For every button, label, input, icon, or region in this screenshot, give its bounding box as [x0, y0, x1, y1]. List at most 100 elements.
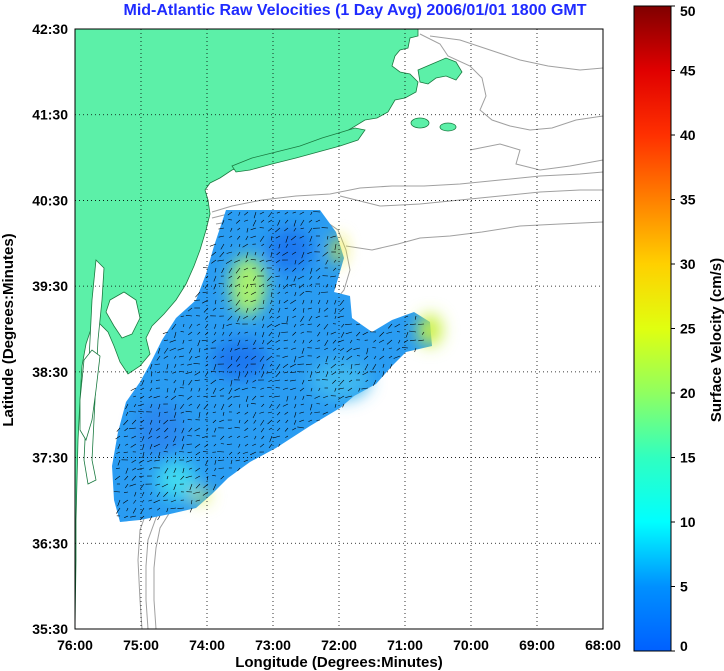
velocity-arrow: [267, 347, 273, 349]
velocity-arrow: [166, 507, 169, 513]
velocity-arrow: [393, 355, 401, 359]
velocity-arrow: [286, 275, 289, 280]
velocity-arrow: [284, 227, 289, 232]
velocity-arrow: [254, 331, 257, 336]
velocity-arrow: [214, 323, 217, 329]
chesapeake-bay-east: [79, 349, 101, 441]
velocity-arrow: [150, 491, 153, 495]
velocity-arrow: [313, 211, 321, 213]
velocity-arrow: [309, 283, 313, 287]
velocity-arrow: [155, 483, 161, 486]
velocity-arrow: [212, 387, 217, 394]
velocity-arrow: [266, 355, 273, 361]
velocity-arrow: [405, 315, 409, 318]
velocity-arrow: [142, 443, 145, 450]
velocity-arrow: [214, 299, 217, 305]
velocity-arrow: [378, 339, 385, 343]
velocity-arrow: [405, 331, 409, 338]
velocity-arrow: [230, 347, 233, 353]
velocity-arrow: [174, 427, 177, 433]
velocity-arrow: [310, 211, 313, 216]
velocity-arrow: [158, 403, 161, 410]
velocity-arrow: [299, 211, 305, 215]
velocity-arrow: [196, 323, 201, 326]
velocity-arrow: [181, 435, 185, 442]
velocity-arrow: [302, 243, 305, 247]
velocity-arrow: [302, 339, 305, 344]
velocity-arrow: [131, 419, 137, 425]
velocity-arrow: [234, 426, 241, 429]
velocity-arrow: [268, 243, 273, 249]
speed-patch-east: [332, 236, 344, 264]
velocity-arrow: [301, 267, 305, 271]
velocity-arrow: [149, 443, 153, 450]
velocity-arrow: [268, 307, 273, 314]
velocity-arrow: [273, 435, 281, 439]
velocity-arrow: [156, 491, 161, 497]
velocity-arrow: [150, 403, 153, 409]
velocity-arrow: [123, 419, 129, 426]
velocity-arrow: [180, 363, 185, 366]
velocity-arrow: [206, 475, 209, 481]
velocity-arrow: [195, 291, 201, 298]
velocity-arrow: [189, 483, 193, 491]
velocity-arrow: [325, 371, 329, 378]
velocity-arrow: [268, 395, 273, 398]
velocity-arrow: [185, 475, 193, 478]
velocity-arrow: [196, 459, 201, 461]
velocity-arrow: [137, 403, 145, 407]
cape-cod: [417, 57, 463, 85]
velocity-arrow: [379, 331, 385, 337]
velocity-arrow: [182, 339, 185, 344]
velocity-arrow: [268, 379, 273, 382]
velocity-arrow: [213, 331, 217, 336]
velocity-arrow: [403, 339, 409, 343]
velocity-arrow: [133, 403, 137, 408]
velocity-arrow: [137, 467, 145, 470]
velocity-arrow: [284, 211, 289, 215]
velocity-arrow: [285, 235, 289, 243]
velocity-arrow: [308, 243, 313, 246]
velocity-arrow: [130, 443, 137, 448]
velocity-arrow: [150, 379, 153, 384]
velocity-arrow: [163, 451, 169, 453]
velocity-arrow: [308, 219, 313, 223]
velocity-arrow: [361, 387, 369, 390]
velocity-arrow: [244, 291, 249, 295]
velocity-arrow: [227, 363, 233, 369]
velocity-arrow: [213, 283, 217, 290]
velocity-arrow: [322, 411, 329, 415]
velocity-arrow: [228, 267, 233, 274]
velocity-arrow: [131, 435, 137, 439]
velocity-arrow: [270, 299, 273, 305]
velocity-arrow: [300, 315, 305, 322]
velocity-arrow: [262, 323, 265, 329]
velocity-arrow: [259, 443, 265, 448]
velocity-arrow: [353, 347, 361, 350]
velocity-arrow: [340, 347, 345, 351]
velocity-arrow: [188, 339, 193, 341]
velocity-arrow: [261, 403, 265, 408]
velocity-arrow: [115, 435, 121, 440]
velocity-arrow: [219, 419, 225, 423]
velocity-arrow: [214, 427, 217, 433]
velocity-arrow: [350, 363, 353, 370]
velocity-arrow: [180, 331, 185, 333]
velocity-arrow: [153, 499, 161, 504]
velocity-arrow: [276, 411, 281, 416]
velocity-arrow: [330, 235, 337, 238]
velocity-arrow: [185, 315, 193, 317]
velocity-arrow: [294, 355, 297, 363]
velocity-arrow: [125, 411, 129, 416]
velocity-arrow: [387, 323, 393, 329]
velocity-arrow: [262, 299, 265, 304]
velocity-arrow: [349, 339, 353, 344]
velocity-arrow: [190, 387, 193, 392]
velocity-arrow: [130, 387, 137, 391]
velocity-arrow: [189, 507, 193, 513]
velocity-arrow: [330, 363, 337, 369]
velocity-arrow: [262, 315, 265, 321]
velocity-arrow: [203, 347, 209, 351]
velocity-arrow: [268, 443, 273, 449]
velocity-arrow: [245, 363, 249, 369]
